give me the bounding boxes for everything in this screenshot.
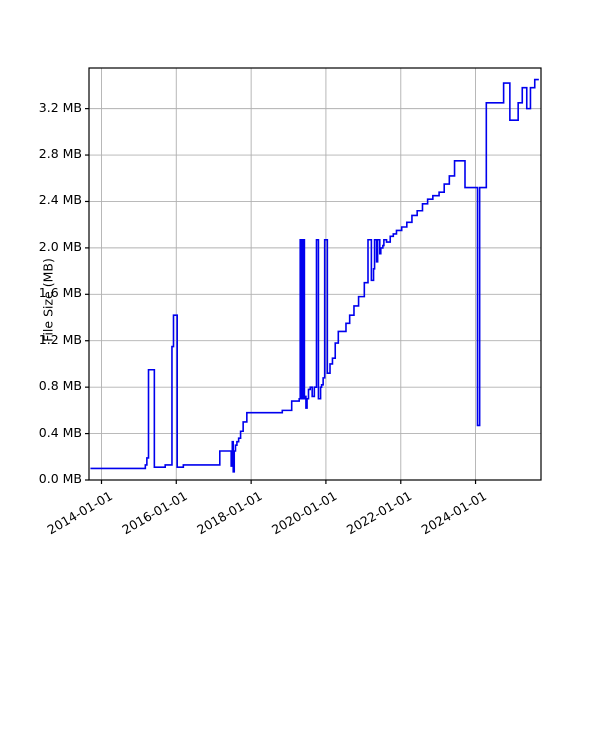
y-tick-label: 2.0 MB [38, 238, 82, 254]
file-size-chart-figure: File Size (MB) 0.0 MB 0.4 MB 0.8 MB 1.2 MB 1… [38, 67, 542, 537]
y-tick-label: 2.4 MB [38, 192, 82, 208]
y-tick-label: 3.2 MB [38, 99, 82, 115]
y-tick-label: 1.2 MB [38, 331, 82, 347]
plot-area [85, 67, 542, 484]
file-size-line [90, 78, 539, 473]
plot-frame [88, 67, 542, 481]
tick-marks [85, 108, 477, 484]
y-tick-label: 2.8 MB [38, 146, 82, 162]
y-tick-label: 0.0 MB [38, 471, 82, 486]
y-tick-label: 0.8 MB [38, 378, 82, 394]
gridlines [89, 68, 541, 481]
y-tick-label: 1.6 MB [38, 285, 82, 301]
y-tick-label: 0.4 MB [38, 424, 82, 440]
